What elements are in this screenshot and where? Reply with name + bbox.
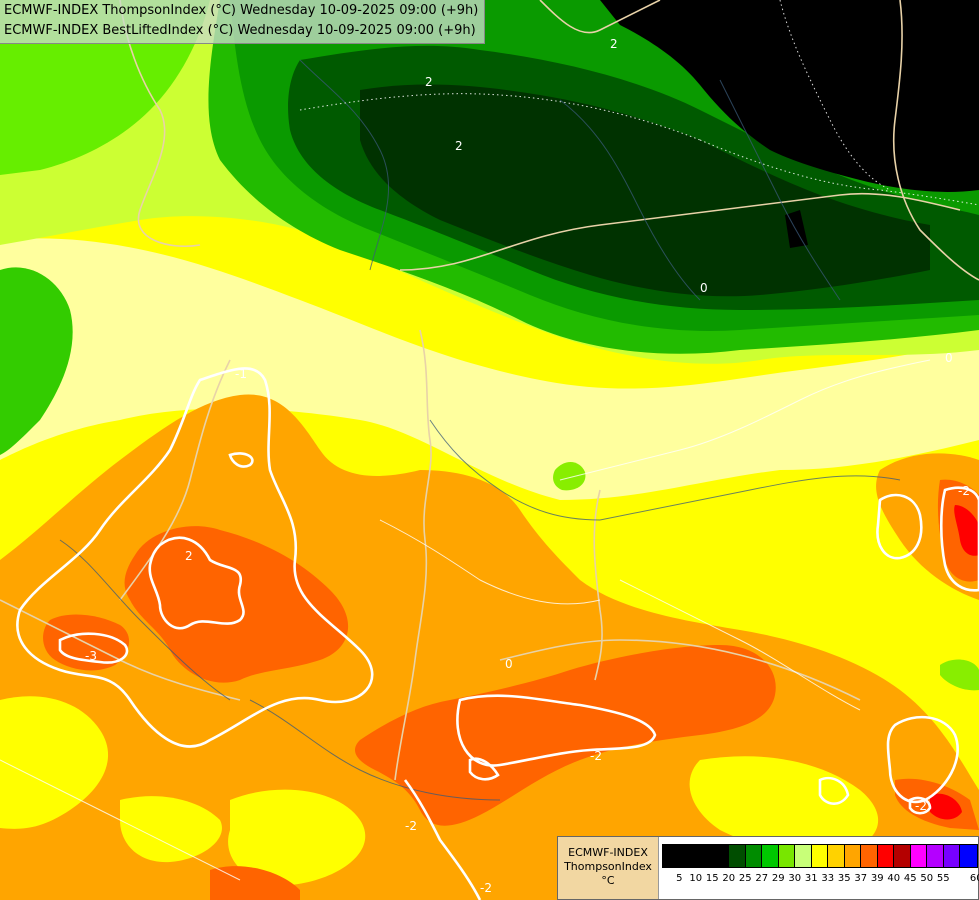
legend-swatch [762, 845, 779, 867]
legend-tick-label: 27 [755, 873, 769, 884]
legend-tick-label: 20 [722, 873, 736, 884]
contour-labels: 2 2 2 2 -1 -2 -3 -2 -2 -2 -2 0 0 0 [85, 37, 970, 895]
contour-label: 2 [455, 139, 463, 153]
field-yellow-pocket4 [689, 756, 879, 854]
legend-swatch [745, 845, 762, 867]
legend-swatch [778, 845, 795, 867]
field-black [600, 0, 979, 192]
contour-label: 0 [505, 657, 513, 671]
field-yellow-pocket1 [0, 696, 109, 829]
field-red2 [930, 793, 962, 820]
legend-tick-label: 45 [903, 873, 917, 884]
white-contours [16, 367, 979, 900]
legend-swatch [712, 845, 729, 867]
legend-tick-label: 37 [854, 873, 868, 884]
legend-parameter: ThompsonIndex [564, 860, 652, 873]
legend-swatch [943, 845, 960, 867]
dotted-isolines [299, 0, 979, 206]
legend-tick-label: 10 [689, 873, 703, 884]
contour-label: -2 [958, 484, 970, 498]
field-redorange3 [355, 645, 776, 826]
contour-label: 0 [945, 351, 953, 365]
legend-swatch [811, 845, 828, 867]
legend-tick-label: 15 [705, 873, 719, 884]
contour-label: 2 [185, 549, 193, 563]
legend-swatch [844, 845, 861, 867]
legend-swatch [679, 845, 696, 867]
contour-label: -3 [85, 649, 97, 663]
legend-tick-label: 5 [676, 873, 683, 884]
contour-label: 2 [425, 75, 433, 89]
legend-swatch [894, 845, 911, 867]
river-lines [59, 59, 901, 801]
contour-label: 2 [610, 37, 618, 51]
legend-tick-label: 35 [837, 873, 851, 884]
legend-tick-label: 40 [887, 873, 901, 884]
contour-label: 0 [700, 281, 708, 295]
legend-label: ECMWF-INDEX ThompsonIndex °C [558, 837, 659, 899]
legend-swatch [795, 845, 812, 867]
field-redorange1 [124, 526, 349, 683]
field-redorange6 [210, 866, 300, 900]
field-yellow-pocket2 [120, 796, 222, 863]
legend-tick-label: 60 [969, 873, 979, 884]
field-red [954, 505, 979, 556]
legend-tick-label: 39 [870, 873, 884, 884]
field-yellow-pocket3 [228, 789, 366, 886]
color-legend: ECMWF-INDEX ThompsonIndex °C 5 10 15 20 25 27… [557, 836, 979, 900]
legend-swatch [696, 845, 713, 867]
contour-label: -1 [235, 367, 247, 381]
title-best-lifted-index: ECMWF-INDEX BestLiftedIndex (°C) Wednesd… [4, 23, 476, 38]
legend-swatches [662, 844, 978, 868]
legend-swatch [877, 845, 894, 867]
legend-swatch [828, 845, 845, 867]
legend-tick-label: 29 [771, 873, 785, 884]
legend-swatch [927, 845, 944, 867]
contour-label: -2 [590, 749, 602, 763]
contour-label: -2 [915, 799, 927, 813]
legend-swatch [960, 845, 977, 867]
legend-swatch [729, 845, 746, 867]
legend-unit: °C [601, 874, 615, 887]
legend-tick-label: 30 [788, 873, 802, 884]
legend-swatch [861, 845, 878, 867]
field-light-yellow [0, 238, 979, 500]
contour-label: -2 [405, 819, 417, 833]
field-green-spot2 [940, 659, 979, 691]
legend-tick-label: 31 [804, 873, 818, 884]
legend-tick-label: 25 [738, 873, 752, 884]
legend-swatch [910, 845, 927, 867]
title-thompson-index: ECMWF-INDEX ThompsonIndex (°C) Wednesday… [4, 3, 479, 18]
field-green-left2 [0, 267, 73, 455]
contour-label: -2 [480, 881, 492, 895]
map-title-box: ECMWF-INDEX ThompsonIndex (°C) Wednesday… [0, 0, 486, 44]
legend-swatch [663, 845, 680, 867]
legend-model: ECMWF-INDEX [568, 846, 648, 859]
legend-tick-label: 55 [936, 873, 950, 884]
field-green-spot [553, 461, 586, 491]
thin-isolines [0, 359, 931, 881]
field-darker-green [360, 84, 930, 297]
legend-tick-label: 50 [920, 873, 934, 884]
field-black-spot [785, 210, 808, 248]
legend-tick-label: 33 [821, 873, 835, 884]
